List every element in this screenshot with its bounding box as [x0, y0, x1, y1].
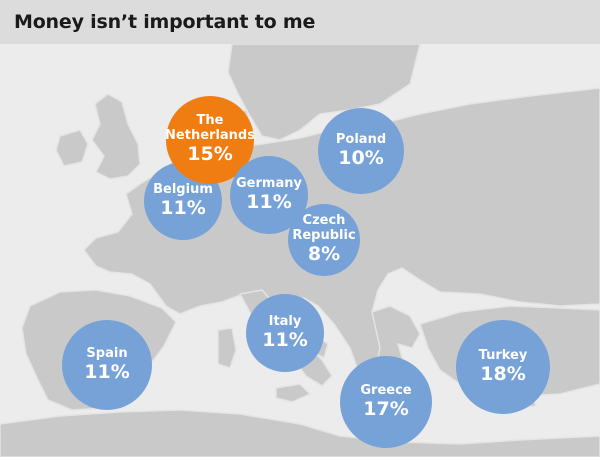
- country-name-spain: Spain: [86, 345, 128, 361]
- bubble-turkey: Turkey 18%: [456, 320, 550, 414]
- country-name-netherlands: The Netherlands: [165, 113, 255, 143]
- ireland-landmass: [55, 129, 89, 167]
- page-title: Money isn’t important to me: [14, 11, 316, 33]
- country-name-italy: Italy: [268, 313, 302, 329]
- country-name-germany: Germany: [236, 175, 302, 191]
- country-value-turkey: 18%: [480, 363, 526, 386]
- country-value-spain: 11%: [84, 361, 130, 384]
- bubble-poland: Poland 10%: [318, 108, 404, 194]
- country-value-belgium: 11%: [160, 197, 206, 220]
- country-value-netherlands: 15%: [187, 143, 233, 166]
- sicily-landmass: [275, 383, 311, 403]
- europe-map: Spain 11% Belgium 11% The Netherlands 15…: [0, 43, 600, 458]
- country-value-italy: 11%: [262, 329, 308, 352]
- country-name-belgium: Belgium: [153, 181, 213, 197]
- title-bar: Money isn’t important to me: [0, 0, 600, 44]
- uk-landmass: [91, 93, 141, 180]
- bubble-czech-republic: Czech Republic 8%: [288, 204, 360, 276]
- country-value-poland: 10%: [338, 147, 384, 170]
- country-name-poland: Poland: [335, 131, 387, 147]
- bubble-spain: Spain 11%: [62, 320, 152, 410]
- bubble-italy: Italy 11%: [246, 294, 324, 372]
- scandinavia-landmass: [227, 43, 421, 141]
- bubble-greece: Greece 17%: [340, 356, 432, 448]
- country-value-greece: 17%: [363, 398, 409, 421]
- country-value-germany: 11%: [246, 191, 292, 214]
- country-name-czech-republic: Czech Republic: [292, 213, 356, 243]
- country-value-czech-republic: 8%: [307, 243, 341, 266]
- country-name-turkey: Turkey: [478, 347, 528, 363]
- country-name-greece: Greece: [360, 382, 412, 398]
- sardinia-landmass: [217, 327, 237, 369]
